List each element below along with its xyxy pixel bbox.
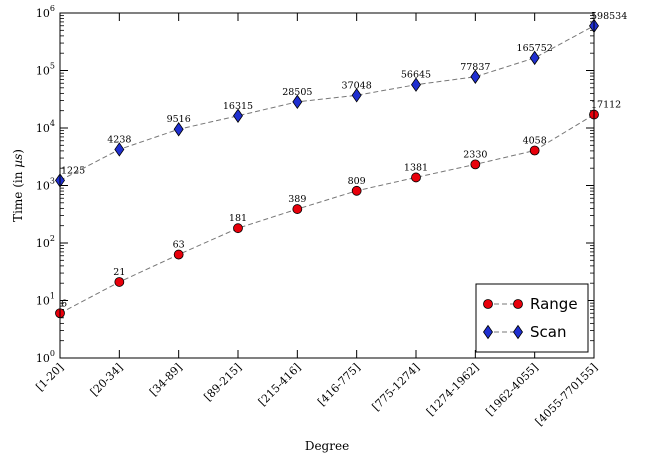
legend-label-range: Range: [530, 295, 578, 313]
scan-point: [173, 122, 184, 137]
range-data-label: 17112: [591, 100, 621, 111]
scan-data-label: 16315: [223, 101, 253, 112]
y-tick-label: 100: [36, 349, 55, 365]
x-tick-label: [775-1274]: [370, 361, 423, 414]
scan-point: [470, 69, 481, 84]
range-data-label: 809: [348, 176, 366, 187]
scan-data-label: 1225: [61, 165, 85, 176]
scan-point: [529, 50, 540, 66]
scan-data-label: 598534: [591, 11, 627, 22]
scan-data-label: 9516: [167, 114, 191, 125]
x-tick-label: [1962-4055]: [483, 361, 540, 418]
scan-point: [292, 94, 303, 110]
range-data-label: 21: [113, 267, 125, 278]
legend-marker-range: [483, 299, 493, 309]
scan-point: [351, 88, 362, 103]
scan-data-label: 77837: [460, 62, 490, 73]
range-data-label: 1381: [404, 162, 428, 173]
range-point: [292, 204, 303, 214]
range-series-line: [59, 114, 595, 314]
range-point: [114, 277, 125, 287]
y-axis-label-close: ): [11, 149, 25, 154]
y-tick-base: 10: [36, 122, 50, 135]
y-axis-label-s: s: [11, 154, 25, 160]
range-data-label: 2330: [463, 149, 487, 160]
y-tick-label: 103: [36, 177, 55, 193]
range-data-label: 63: [173, 240, 185, 251]
range-point: [351, 185, 362, 196]
legend-marker-range: [513, 299, 523, 309]
y-tick-label: 104: [36, 119, 55, 135]
range-data-label: 6: [61, 298, 67, 309]
x-tick-label: [89-215]: [201, 361, 244, 404]
y-tick-label: 106: [36, 4, 55, 20]
legend-box: [475, 283, 589, 353]
x-tick-label: [1-20]: [33, 361, 66, 394]
y-tick-label: 105: [36, 62, 55, 78]
x-tick-label: [20-34]: [88, 361, 126, 399]
scan-point: [233, 108, 243, 123]
y-tick-exponent: 4: [50, 119, 55, 128]
scan-data-label: 4238: [107, 134, 131, 145]
y-axis-label-mu: µ: [11, 160, 25, 168]
scan-series-line: [59, 25, 595, 181]
scan-data-label: 28505: [282, 87, 312, 98]
legend-label-scan: Scan: [530, 323, 566, 341]
y-tick-base: 10: [36, 295, 50, 308]
y-tick-exponent: 2: [50, 234, 55, 243]
range-data-label: 389: [288, 194, 306, 205]
legend-marker-scan: [483, 324, 493, 340]
scan-point: [411, 77, 421, 92]
series-layer: [55, 18, 599, 319]
range-point: [411, 172, 421, 183]
y-tick-base: 10: [36, 237, 50, 250]
range-data-label: 4058: [523, 136, 547, 147]
range-point: [233, 223, 243, 234]
y-tick-exponent: 3: [50, 177, 55, 186]
y-tick-label: 101: [36, 292, 55, 308]
y-tick-base: 10: [36, 352, 50, 365]
plot-frame: [59, 12, 595, 359]
scan-point: [114, 142, 125, 157]
range-data-label: 181: [229, 213, 247, 224]
y-tick-base: 10: [36, 7, 50, 20]
x-tick-label: [416-775]: [315, 361, 363, 409]
y-tick-base: 10: [36, 180, 50, 193]
range-point: [470, 159, 481, 170]
data-labels-layer: 6 21 63 181 389 809 1381 2330 4058 17112 1225 4238 9…: [61, 11, 627, 309]
range-point: [173, 249, 184, 260]
legend: Range Scan: [475, 283, 589, 353]
x-tick-label: [4055-770155]: [533, 361, 600, 428]
x-axis-label: Degree: [305, 439, 349, 453]
y-tick-exponent: 0: [50, 349, 55, 358]
y-tick-label: 102: [36, 234, 55, 250]
scan-data-label: 165752: [517, 43, 553, 54]
x-tick-label: [215-416]: [256, 361, 304, 409]
y-tick-exponent: 1: [50, 292, 55, 301]
x-tick-label: [34-89]: [147, 361, 185, 399]
x-tick-label: [1274-1962]: [424, 361, 481, 418]
y-tick-exponent: 6: [50, 4, 55, 13]
scan-data-label: 37048: [342, 80, 372, 91]
scan-data-label: 56645: [401, 70, 431, 81]
legend-marker-scan: [513, 324, 523, 340]
y-tick-base: 10: [36, 65, 50, 78]
y-tick-exponent: 5: [50, 62, 55, 71]
range-point: [529, 145, 540, 156]
y-axis-label: Time (in µs): [11, 149, 25, 222]
y-axis-label-text: Time (in: [11, 168, 25, 222]
